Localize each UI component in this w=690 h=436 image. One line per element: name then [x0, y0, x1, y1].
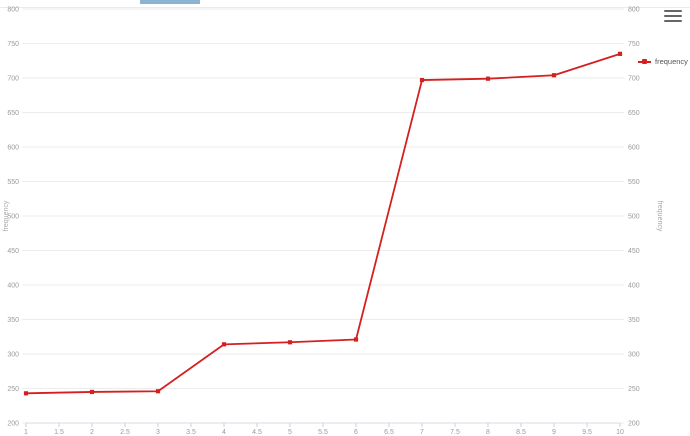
- legend-label-frequency: frequency: [655, 57, 688, 66]
- y-axis-left-label: 800: [7, 7, 19, 14]
- y-axis-right-label: 800: [628, 7, 640, 14]
- legend-marker-frequency: [638, 57, 651, 66]
- y-axis-left-label: 650: [7, 110, 19, 117]
- data-point[interactable]: [617, 51, 623, 56]
- x-axis-label: 6: [354, 429, 358, 436]
- x-axis-label: 8.5: [516, 429, 526, 436]
- active-tab-indicator[interactable]: [140, 0, 200, 4]
- y-axis-left-label: 600: [7, 145, 19, 152]
- y-axis-left-label: 200: [7, 421, 19, 428]
- y-axis-right-label: 250: [628, 386, 640, 393]
- x-axis-label: 4.5: [252, 429, 262, 436]
- top-divider: [0, 7, 690, 8]
- x-axis-label: 5.5: [318, 429, 328, 436]
- y-axis-right-label: 550: [628, 179, 640, 186]
- x-axis-ticks: 1 1.5 2 2.5 3 3.5 4 4.5 5 5.5 6 6.5 7 7.5 8 8.5 9 9.5 10: [24, 423, 624, 436]
- y-axis-left-label: 450: [7, 248, 19, 255]
- y-axis-left-label: 750: [7, 41, 19, 48]
- legend-dot: [642, 59, 647, 64]
- y-axis-right-label: 400: [628, 283, 640, 290]
- x-axis-label: 4: [222, 429, 226, 436]
- y-axis-left-label: 500: [7, 214, 19, 221]
- hamburger-bar-2: [664, 15, 682, 17]
- x-axis-label: 7.5: [450, 429, 460, 436]
- y-axis-right-label: 600: [628, 145, 640, 152]
- y-axis-right-label: 750: [628, 41, 640, 48]
- data-point[interactable]: [419, 77, 425, 83]
- x-axis-label: 1.5: [54, 429, 64, 436]
- data-point[interactable]: [551, 73, 557, 78]
- y-axis-right-label: 450: [628, 248, 640, 255]
- y-axis-right-label: 350: [628, 317, 640, 324]
- hamburger-menu-icon[interactable]: [664, 8, 682, 24]
- y-axis-right-ticks: 200 250 300 350 400 450 500 550 600 650 700 750 800: [620, 7, 640, 428]
- data-point[interactable]: [221, 342, 227, 347]
- x-axis-label: 5: [288, 429, 292, 436]
- y-axis-right-label: 300: [628, 352, 640, 359]
- x-axis-label: 9.5: [582, 429, 592, 436]
- axis-titles-group: frequency frequency: [3, 200, 663, 232]
- y-axis-left-label: 250: [7, 386, 19, 393]
- hamburger-bar-3: [664, 20, 682, 22]
- y-axis-left-label: 550: [7, 179, 19, 186]
- x-axis-label: 2.5: [120, 429, 130, 436]
- x-axis-label: 7: [420, 429, 424, 436]
- y-axis-left-ticks: 200 250 300 350 400 450 500 550 600 650 700 750 800: [7, 7, 26, 428]
- y-axis-left-label: 400: [7, 283, 19, 290]
- y-axis-left-title: frequency: [3, 200, 10, 231]
- y-axis-right-label: 200: [628, 421, 640, 428]
- y-axis-right-label: 500: [628, 214, 640, 221]
- data-point[interactable]: [485, 76, 491, 81]
- data-point[interactable]: [23, 391, 29, 396]
- x-axis-label: 2: [90, 429, 94, 436]
- x-axis-label: 3: [156, 429, 160, 436]
- y-axis-right-label: 650: [628, 110, 640, 117]
- x-axis-label: 6.5: [384, 429, 394, 436]
- y-axis-left-label: 350: [7, 317, 19, 324]
- gridlines-group: [26, 8, 620, 389]
- x-axis-label: 9: [552, 429, 556, 436]
- x-axis-label: 1: [24, 429, 28, 436]
- data-point[interactable]: [89, 389, 95, 395]
- data-point[interactable]: [287, 340, 293, 345]
- y-axis-left-label: 700: [7, 76, 19, 83]
- hamburger-bar-1: [664, 10, 682, 12]
- data-point[interactable]: [353, 337, 359, 342]
- series-line-frequency[interactable]: [25, 52, 621, 395]
- data-point[interactable]: [155, 389, 161, 394]
- y-axis-right-title: frequency: [656, 201, 663, 232]
- x-axis-label: 8: [486, 429, 490, 436]
- x-axis-label: 10: [616, 429, 624, 436]
- y-axis-right-label: 700: [628, 76, 640, 83]
- data-series-group[interactable]: [23, 51, 623, 396]
- y-axis-left-label: 300: [7, 352, 19, 359]
- x-axis-label: 3.5: [186, 429, 196, 436]
- window-top-strip: [0, 0, 690, 8]
- chart-legend[interactable]: frequency: [638, 57, 688, 66]
